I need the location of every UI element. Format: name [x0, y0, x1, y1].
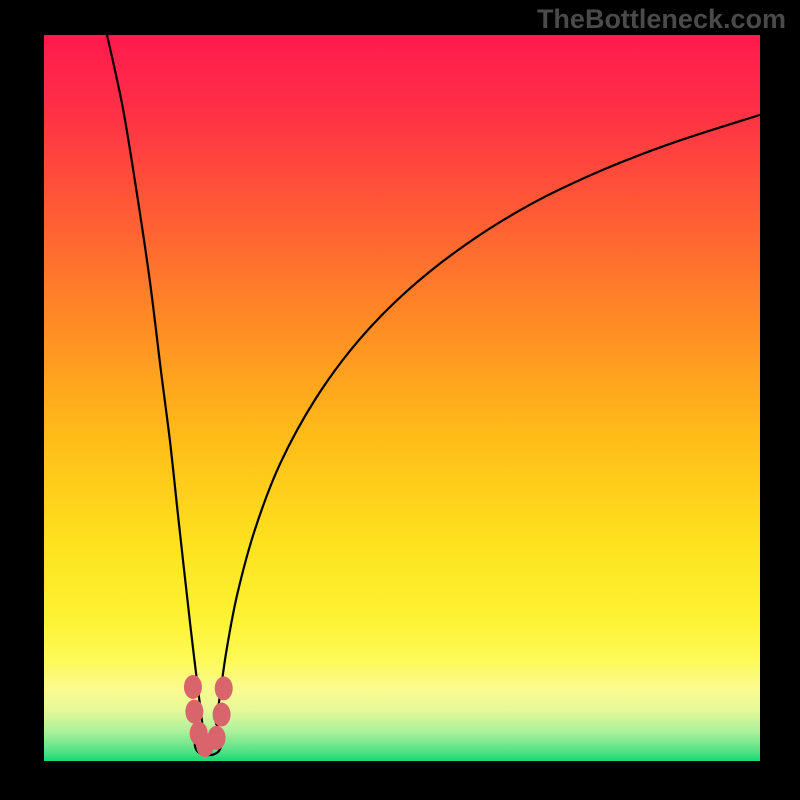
bottleneck-chart: [44, 35, 760, 761]
dip-marker: [215, 676, 233, 700]
dip-marker: [185, 700, 203, 724]
gradient-background: [44, 35, 760, 761]
watermark-text: TheBottleneck.com: [537, 4, 786, 35]
dip-marker: [184, 675, 202, 699]
chart-plot-area: [44, 35, 760, 761]
dip-marker: [208, 726, 226, 750]
dip-marker: [213, 703, 231, 727]
